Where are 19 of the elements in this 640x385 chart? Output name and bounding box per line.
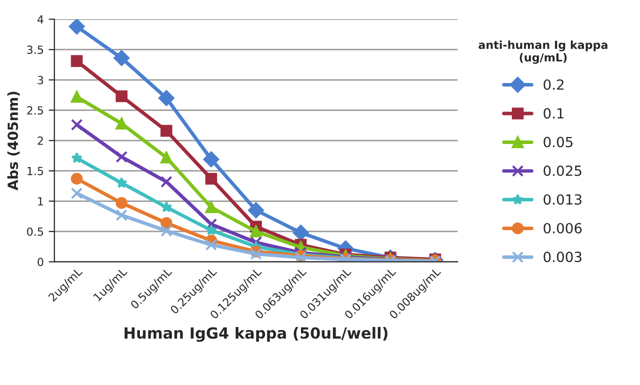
y-tick-label: 3: [38, 76, 44, 84]
legend-title: anti-human Ig kappa (ug/mL): [478, 40, 608, 64]
y-tick-label: 2: [38, 136, 43, 145]
legend-label: 0.05: [544, 136, 572, 148]
y-tick-label: 0.5: [27, 227, 44, 236]
y-tick-label: 4: [37, 15, 44, 24]
y-tick-label: 2.5: [27, 106, 44, 115]
y-axis-title: Abs (405nm): [7, 92, 20, 190]
y-tick-label: 1.5: [28, 166, 44, 176]
legend-label: 0.006: [544, 222, 582, 234]
legend-label: 0.025: [544, 166, 582, 176]
y-tick-label: 1: [38, 197, 43, 206]
y-tick-label: 0: [38, 258, 44, 266]
legend-label: 0.003: [544, 252, 582, 262]
legend-label: 0.2: [544, 79, 564, 90]
legend-label: 0.013: [544, 194, 582, 205]
y-tick-label: 3.5: [27, 46, 44, 54]
x-axis-title: Human IgG4 kappa (50uL/well): [124, 326, 388, 342]
legend-label: 0.1: [544, 108, 564, 119]
